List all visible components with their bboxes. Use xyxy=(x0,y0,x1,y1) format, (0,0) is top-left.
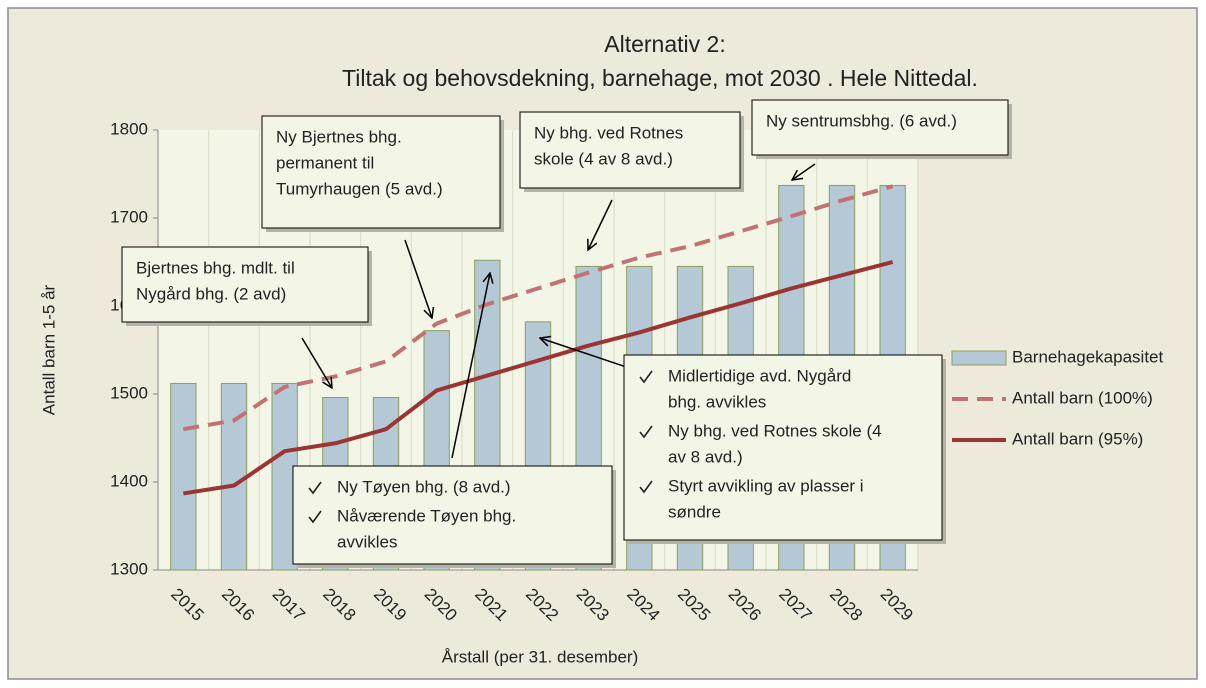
check-icon xyxy=(308,510,322,524)
annotation-text: Nåværende Tøyen bhg. xyxy=(337,506,516,525)
annotation-arrow xyxy=(404,239,432,318)
legend-label: Antall barn (95%) xyxy=(1012,429,1143,448)
annotation-text: Midlertidige avd. Nygård xyxy=(668,366,851,385)
annotation-text: Ny Tøyen bhg. (8 avd.) xyxy=(337,477,511,496)
annotation-arrow xyxy=(792,163,816,180)
bar xyxy=(220,382,248,571)
annotation-arrow xyxy=(301,337,332,388)
chart-title: Alternativ 2: xyxy=(604,31,725,57)
y-tick-label: 1800 xyxy=(110,119,148,138)
annotation-text: Nygård bhg. (2 avd) xyxy=(136,284,286,303)
y-tick-label: 1500 xyxy=(110,383,148,402)
line-series xyxy=(182,184,894,432)
annotation-text: Tumyrhaugen (5 avd.) xyxy=(276,179,443,198)
x-axis-label: Årstall (per 31. desember) xyxy=(442,647,639,666)
legend-label: Antall barn (100%) xyxy=(1012,388,1153,407)
y-tick-label: 1700 xyxy=(110,207,148,226)
annotation-box xyxy=(261,115,501,229)
annotation-text: Ny bhg. ved Rotnes skole (4 xyxy=(668,421,882,440)
legend-swatch xyxy=(951,350,1007,366)
annotation-box xyxy=(623,354,943,541)
annotation-text: søndre xyxy=(668,502,721,521)
annotation-arrow xyxy=(451,273,490,459)
chart-title: Tiltak og behovsdekning, barnehage, mot … xyxy=(342,65,978,91)
line-series xyxy=(183,260,894,496)
annotation-arrow xyxy=(588,199,613,250)
y-axis-label: Antall barn 1-5 år xyxy=(39,284,58,415)
check-icon xyxy=(639,370,653,384)
annotation-text: av 8 avd.) xyxy=(668,447,743,466)
legend-label: Barnehagekapasitet xyxy=(1012,347,1164,366)
bar xyxy=(170,382,197,571)
annotation-box xyxy=(519,111,741,189)
y-tick-label: 1400 xyxy=(110,471,148,490)
check-icon xyxy=(639,480,653,494)
annotation-text: Styrt avvikling av plasser i xyxy=(668,476,864,495)
annotation-text: Ny Bjertnes bhg. xyxy=(276,127,402,146)
check-icon xyxy=(308,481,322,495)
check-icon xyxy=(639,425,653,439)
annotation-text: Ny bhg. ved Rotnes xyxy=(534,123,683,142)
annotation-text: Bjertnes bhg. mdlt. til xyxy=(136,258,295,277)
annotation-box xyxy=(292,465,613,565)
annotation-text: Ny sentrumsbhg. (6 avd.) xyxy=(766,111,957,130)
annotation-text: permanent til xyxy=(276,153,374,172)
annotation-box xyxy=(121,246,369,323)
annotation-text: avvikles xyxy=(337,532,397,551)
annotation-text: bhg. avvikles xyxy=(668,392,766,411)
annotation-text: skole (4 av 8 avd.) xyxy=(534,149,673,168)
annotation-box xyxy=(751,99,1009,156)
y-tick-label: 1300 xyxy=(110,559,148,578)
